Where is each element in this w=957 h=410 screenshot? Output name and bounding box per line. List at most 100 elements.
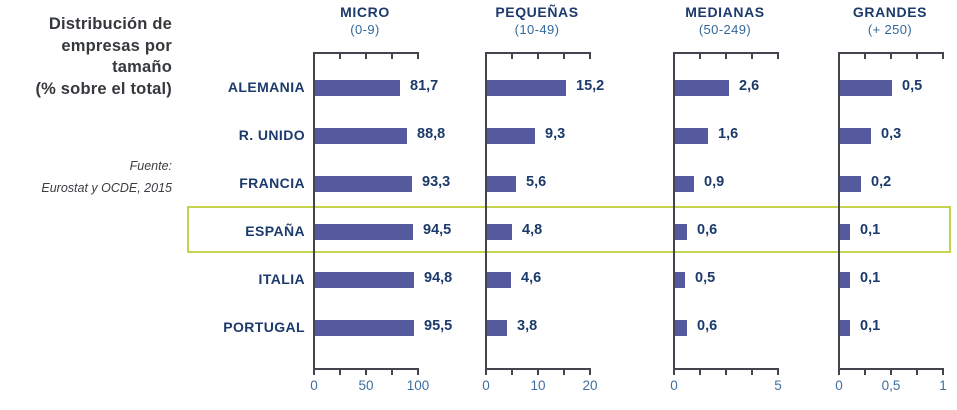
bar-value-label: 4,6 (521, 270, 542, 286)
panel-micro: MICRO (0-9) 0 50 100 81,7 88,8 93,3 94,5 94,8 95… (310, 0, 452, 410)
bar-value-label: 3,8 (517, 318, 538, 334)
bar (315, 80, 400, 96)
bar (840, 272, 850, 288)
axis-tick-label: 20 (582, 378, 598, 393)
axis-tick-top (589, 54, 591, 59)
bar-value-label: 88,8 (417, 126, 446, 142)
bar-value-label: 95,5 (424, 318, 453, 334)
x-axis-bottom-line (485, 368, 591, 370)
axis-tick-bottom (313, 370, 315, 375)
axis-tick-label: 0 (670, 378, 678, 393)
axis-tick-bottom (391, 370, 393, 375)
bar (487, 272, 511, 288)
axis-tick-bottom (339, 370, 341, 375)
bar-value-label: 94,5 (423, 222, 452, 238)
panel-subtitle: (0-9) (350, 22, 380, 37)
axis-tick-label: 50 (358, 378, 374, 393)
bar-value-label: 0,2 (871, 174, 892, 190)
axis-tick-top (864, 54, 866, 59)
axis-tick-top (313, 54, 315, 59)
axis-tick-bottom (365, 370, 367, 375)
axis-tick-top (485, 54, 487, 59)
country-label: PORTUGAL (223, 319, 305, 335)
axis-tick-label: 10 (530, 378, 546, 393)
bar-value-label: 0,1 (860, 222, 881, 238)
axis-tick-top (942, 54, 944, 59)
x-axis-bottom-line (313, 368, 419, 370)
chart-source-line: Fuente: (129, 159, 172, 173)
chart-title-line: Distribución de (48, 15, 172, 33)
x-axis-bottom-line (838, 368, 944, 370)
axis-tick-top (777, 54, 779, 59)
axis-tick-bottom (751, 370, 753, 375)
panel-title: GRANDES (852, 4, 928, 20)
bar (840, 176, 861, 192)
panel-header: GRANDES (+ 250) (810, 4, 957, 37)
bar (675, 128, 708, 144)
axis-tick-label: 100 (406, 378, 430, 393)
y-axis-line (313, 52, 315, 370)
bar (675, 176, 694, 192)
bar (840, 128, 871, 144)
bar (315, 272, 414, 288)
bar-value-label: 0,5 (902, 78, 923, 94)
country-label: ITALIA (258, 271, 305, 287)
axis-tick-bottom (673, 370, 675, 375)
bar (315, 128, 407, 144)
bar (840, 80, 892, 96)
chart-title-line: tamaño (112, 58, 172, 76)
bar (315, 176, 412, 192)
axis-tick-bottom (485, 370, 487, 375)
axis-tick-bottom (417, 370, 419, 375)
bar-value-label: 4,8 (522, 222, 543, 238)
country-label: ESPAÑA (245, 223, 305, 239)
bar (487, 320, 507, 336)
bar (675, 80, 729, 96)
bar (315, 224, 413, 240)
panel-plot: 0 10 20 15,2 9,3 5,6 4,8 4,6 3,8 (482, 52, 604, 393)
y-axis-line (673, 52, 675, 370)
axis-tick-top (673, 54, 675, 59)
axis-tick-top (725, 54, 727, 59)
axis-tick-bottom (777, 370, 779, 375)
espana-highlight-box (187, 206, 951, 253)
chart-source-line: Eurostat y OCDE, 2015 (41, 181, 172, 195)
axis-tick-bottom (699, 370, 701, 375)
axis-tick-label: 1 (939, 378, 947, 393)
bar (487, 176, 516, 192)
axis-tick-top (537, 54, 539, 59)
bar (675, 320, 687, 336)
panel-title: MEDIANAS (685, 4, 765, 20)
panel-plot: 0 5 2,6 1,6 0,9 0,6 0,5 0,6 (670, 52, 782, 393)
bar-value-label: 0,6 (697, 318, 718, 334)
bar-value-label: 94,8 (424, 270, 453, 286)
panel-header: MICRO (0-9) (285, 4, 445, 37)
bar (840, 320, 850, 336)
axis-tick-bottom (725, 370, 727, 375)
axis-tick-bottom (537, 370, 539, 375)
bar (675, 224, 687, 240)
chart-title-line: empresas por (61, 36, 172, 55)
x-axis-bottom-line (673, 368, 779, 370)
bar-value-label: 0,9 (704, 174, 725, 190)
axis-tick-top (751, 54, 753, 59)
bar-value-label: 81,7 (410, 78, 439, 94)
chart-title-line: (% sobre el total) (35, 79, 172, 98)
x-axis-top-line (313, 52, 419, 54)
panel-header: PEQUEÑAS (10-49) (457, 4, 617, 37)
panel-subtitle: (+ 250) (867, 22, 913, 37)
bar-value-label: 2,6 (739, 78, 760, 94)
axis-tick-top (699, 54, 701, 59)
axis-tick-label: 0 (310, 378, 318, 393)
panel-subtitle: (10-49) (514, 22, 560, 37)
axis-tick-bottom (916, 370, 918, 375)
y-axis-line (838, 52, 840, 370)
chart-source: Fuente: Eurostat y OCDE, 2015 (0, 155, 172, 199)
bar-value-label: 0,1 (860, 270, 881, 286)
axis-tick-top (563, 54, 565, 59)
axis-tick-top (916, 54, 918, 59)
bar-value-label: 15,2 (576, 78, 605, 94)
bar (487, 224, 512, 240)
bar-value-label: 0,1 (860, 318, 881, 334)
